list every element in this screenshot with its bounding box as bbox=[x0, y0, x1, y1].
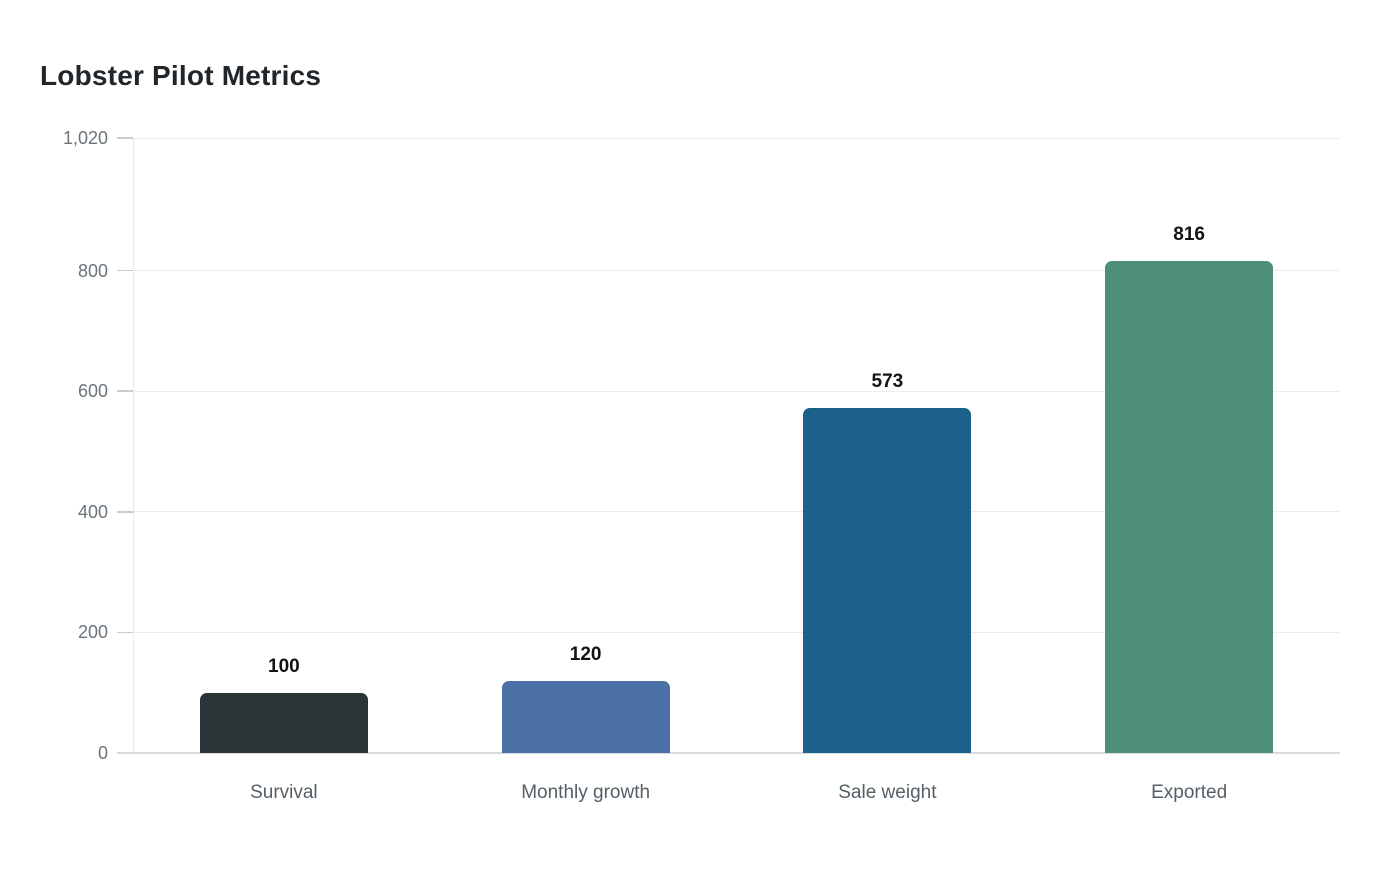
value-label-sale-weight: 573 bbox=[871, 370, 904, 392]
y-axis-tick-mark bbox=[117, 269, 133, 272]
category-label-monthly-growth: Monthly growth bbox=[521, 782, 651, 803]
plot-area bbox=[133, 138, 1340, 753]
bar-monthly-growth[interactable] bbox=[501, 680, 670, 753]
y-axis-tick-label: 600 bbox=[77, 381, 108, 402]
value-label-monthly-growth: 120 bbox=[569, 643, 602, 665]
y-axis-tick-label: 1,020 bbox=[62, 128, 108, 148]
bar-sale-weight[interactable] bbox=[803, 407, 972, 753]
y-axis-tick-label: 800 bbox=[77, 260, 108, 281]
y-axis-tick-label: 0 bbox=[97, 743, 108, 763]
y-axis-tick-mark bbox=[117, 390, 133, 392]
y-axis-tick-mark bbox=[117, 511, 133, 513]
value-label-survival: 100 bbox=[268, 655, 300, 677]
y-axis-tick-label: 400 bbox=[77, 501, 108, 522]
category-label-exported: Exported bbox=[1151, 782, 1228, 803]
y-axis-tick-mark bbox=[117, 752, 133, 754]
category-label-sale-weight: Sale weight bbox=[838, 782, 937, 803]
y-axis-tick-mark bbox=[117, 137, 133, 139]
bar-survival[interactable] bbox=[199, 692, 368, 753]
y-axis-tick-mark bbox=[117, 631, 133, 634]
chart-title: Lobster Pilot Metrics bbox=[40, 60, 322, 91]
bar-exported[interactable] bbox=[1105, 261, 1274, 753]
y-axis-tick-label: 200 bbox=[77, 622, 108, 643]
value-label-exported: 816 bbox=[1173, 224, 1205, 245]
category-label-survival: Survival bbox=[250, 782, 318, 803]
